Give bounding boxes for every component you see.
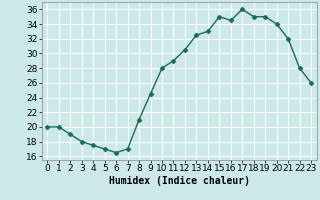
X-axis label: Humidex (Indice chaleur): Humidex (Indice chaleur) — [109, 176, 250, 186]
